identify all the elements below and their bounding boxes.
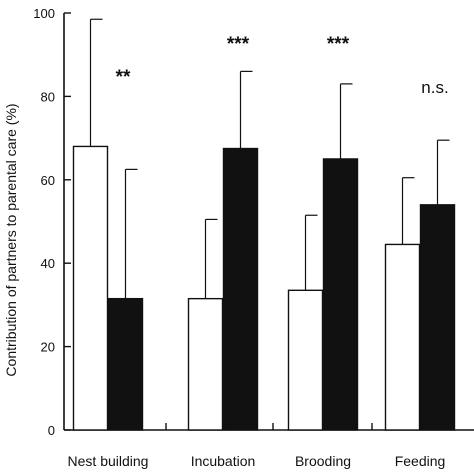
bar-black-2 [322, 158, 359, 431]
labels-group: Nest building ** Incubation *** Brooding *** F… [68, 34, 449, 469]
bar-black-0 [107, 297, 144, 431]
significance-label: ** [116, 67, 131, 88]
bar-white-0 [72, 145, 109, 431]
x-category-label: Incubation [191, 453, 256, 469]
bar-black-1 [222, 147, 259, 431]
y-tick-label: 80 [41, 89, 55, 104]
significance-label: *** [227, 34, 250, 55]
y-tick-label: 60 [41, 173, 55, 188]
bar-white-1 [187, 297, 224, 431]
x-category-label: Feeding [395, 453, 446, 469]
significance-label: *** [327, 34, 350, 55]
y-tick-label: 40 [41, 256, 55, 271]
bar-black-3 [419, 204, 456, 431]
error-bars-group [89, 18, 450, 299]
x-category-label: Nest building [68, 453, 149, 469]
y-tick-label: 100 [33, 6, 55, 21]
significance-label: n.s. [421, 78, 448, 97]
bars-group [72, 145, 456, 431]
bar-white-2 [287, 289, 324, 431]
y-tick-label: 0 [48, 423, 55, 438]
bar-white-3 [384, 243, 421, 431]
y-tick-label: 20 [41, 340, 55, 355]
x-category-label: Brooding [295, 453, 351, 469]
y-axis-title: Contribution of partners to parental car… [3, 103, 19, 376]
